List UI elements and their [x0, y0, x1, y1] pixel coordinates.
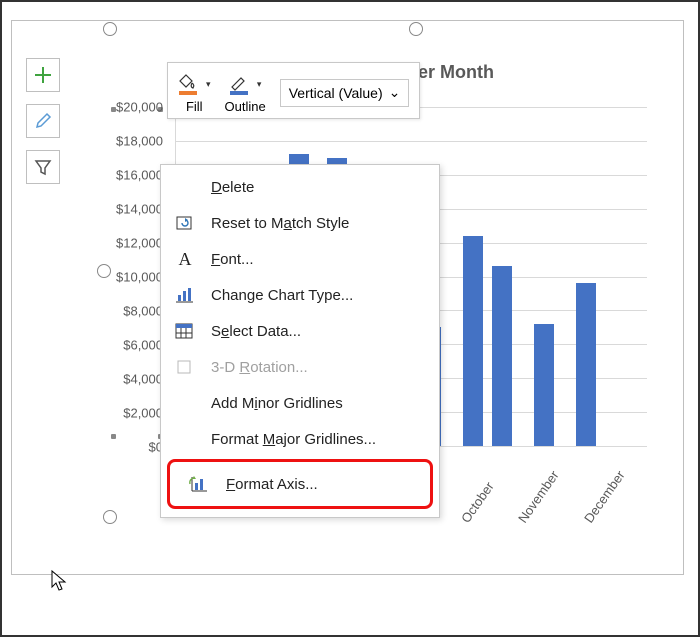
outline-icon [229, 73, 257, 95]
menu-item-font[interactable]: A Font... [161, 241, 439, 277]
chart-element-selector[interactable]: Vertical (Value) ⌄ [280, 79, 410, 107]
menu-item-select-data[interactable]: Select Data... [161, 313, 439, 349]
y-tick-label: $10,000 [116, 270, 163, 285]
y-tick-label: $18,000 [116, 134, 163, 149]
menu-item-d-rotation: 3-D Rotation... [161, 349, 439, 385]
none-icon [173, 393, 197, 413]
outline-button[interactable]: ▾ Outline [225, 71, 266, 114]
menu-item-label: Font... [211, 251, 254, 268]
none-icon [173, 429, 197, 449]
axis-icon [188, 474, 212, 494]
dropdown-caret-icon: ▾ [257, 79, 262, 90]
data-icon [173, 321, 197, 341]
x-tick-label: November [515, 468, 562, 526]
menu-item-label: 3-D Rotation... [211, 359, 308, 376]
chart-filter-button[interactable] [26, 150, 60, 184]
bar[interactable] [576, 283, 596, 446]
plus-icon [33, 65, 53, 85]
menu-item-label: Reset to Match Style [211, 215, 349, 232]
bar[interactable] [534, 324, 554, 446]
menu-item-label: Add Minor Gridlines [211, 395, 343, 412]
fill-label: Fill [186, 99, 203, 114]
dropdown-caret-icon: ⌄ [389, 84, 401, 101]
bar[interactable] [463, 236, 483, 446]
selector-value: Vertical (Value) [289, 85, 383, 101]
y-tick-label: $14,000 [116, 202, 163, 217]
mini-toolbar: ▾ Fill ▾ Outline Vertical (Value) ⌄ [167, 62, 420, 119]
cursor-icon [50, 569, 70, 593]
x-tick-label: October [458, 479, 497, 525]
funnel-icon [33, 157, 53, 177]
y-tick-label: $8,000 [123, 304, 163, 319]
selection-handle[interactable] [103, 510, 117, 524]
menu-item-add-minor-gridlines[interactable]: Add Minor Gridlines [161, 385, 439, 421]
selection-handle[interactable] [103, 22, 117, 36]
y-tick-label: $20,000 [116, 100, 163, 115]
y-tick-label: $4,000 [123, 372, 163, 387]
y-tick-label: $16,000 [116, 168, 163, 183]
selection-handle[interactable] [409, 22, 423, 36]
menu-item-reset-to-match-style[interactable]: Reset to Match Style [161, 205, 439, 241]
menu-item-change-chart-type[interactable]: Change Chart Type... [161, 277, 439, 313]
brush-icon [33, 111, 53, 131]
menu-item-format-axis[interactable]: Format Axis... [176, 466, 424, 502]
context-menu: Delete Reset to Match Style A Font... Change… [160, 164, 440, 518]
y-axis[interactable]: $20,000$18,000$16,000$14,000$12,000$10,0… [107, 107, 167, 447]
gridline [176, 141, 647, 142]
bar[interactable] [492, 266, 512, 446]
none-icon [173, 177, 197, 197]
y-tick-label: $12,000 [116, 236, 163, 251]
menu-item-label: Delete [211, 179, 254, 196]
outline-label: Outline [225, 99, 266, 114]
reset-icon [173, 213, 197, 233]
menu-item-delete[interactable]: Delete [161, 169, 439, 205]
chart-icon [173, 285, 197, 305]
3d-icon [173, 357, 197, 377]
dropdown-caret-icon: ▾ [206, 79, 211, 90]
add-element-button[interactable] [26, 58, 60, 92]
menu-item-format-major-gridlines[interactable]: Format Major Gridlines... [161, 421, 439, 457]
x-tick-label: December [581, 468, 628, 526]
font-icon: A [173, 249, 197, 269]
menu-item-label: Select Data... [211, 323, 301, 340]
menu-item-label: Change Chart Type... [211, 287, 353, 304]
y-tick-label: $6,000 [123, 338, 163, 353]
menu-item-label: Format Axis... [226, 476, 318, 493]
fill-button[interactable]: ▾ Fill [178, 71, 211, 114]
y-tick-label: $2,000 [123, 406, 163, 421]
fill-icon [178, 73, 206, 95]
chart-styles-button[interactable] [26, 104, 60, 138]
menu-item-label: Format Major Gridlines... [211, 431, 376, 448]
chart-side-buttons [26, 58, 60, 196]
